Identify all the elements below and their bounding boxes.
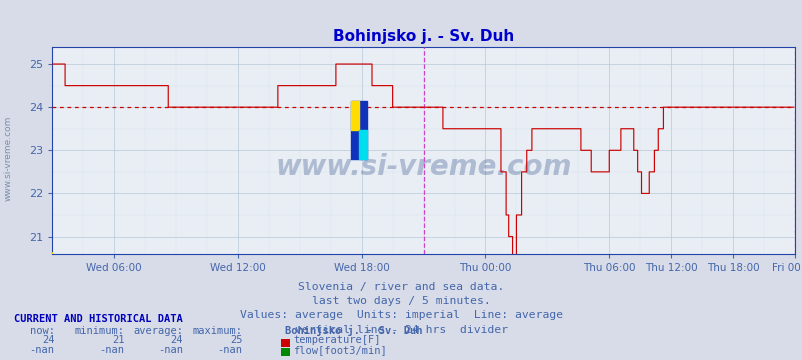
Bar <box>350 101 367 159</box>
Text: minimum:: minimum: <box>75 326 124 336</box>
Text: -nan: -nan <box>217 345 242 355</box>
Text: 24: 24 <box>170 336 183 346</box>
Text: last two days / 5 minutes.: last two days / 5 minutes. <box>312 296 490 306</box>
Text: CURRENT AND HISTORICAL DATA: CURRENT AND HISTORICAL DATA <box>14 314 183 324</box>
Text: average:: average: <box>133 326 183 336</box>
Text: flow[foot3/min]: flow[foot3/min] <box>293 345 387 355</box>
FancyArrow shape <box>51 253 53 254</box>
Text: temperature[F]: temperature[F] <box>293 336 380 346</box>
Bar <box>358 130 367 159</box>
Text: www.si-vreme.com: www.si-vreme.com <box>275 153 571 181</box>
Bar <box>350 101 358 130</box>
Text: Values: average  Units: imperial  Line: average: Values: average Units: imperial Line: av… <box>240 310 562 320</box>
Text: -nan: -nan <box>99 345 124 355</box>
Text: vertical line - 24 hrs  divider: vertical line - 24 hrs divider <box>294 325 508 335</box>
Text: 25: 25 <box>229 336 242 346</box>
Text: maximum:: maximum: <box>192 326 242 336</box>
Text: www.si-vreme.com: www.si-vreme.com <box>3 116 13 201</box>
Title: Bohinjsko j. - Sv. Duh: Bohinjsko j. - Sv. Duh <box>333 29 513 44</box>
Text: Slovenia / river and sea data.: Slovenia / river and sea data. <box>298 282 504 292</box>
Text: 24: 24 <box>42 336 55 346</box>
Text: now:: now: <box>30 326 55 336</box>
Text: 21: 21 <box>111 336 124 346</box>
Text: Bohinjsko j. - Sv. Duh: Bohinjsko j. - Sv. Duh <box>285 325 422 336</box>
Text: -nan: -nan <box>158 345 183 355</box>
Text: -nan: -nan <box>30 345 55 355</box>
